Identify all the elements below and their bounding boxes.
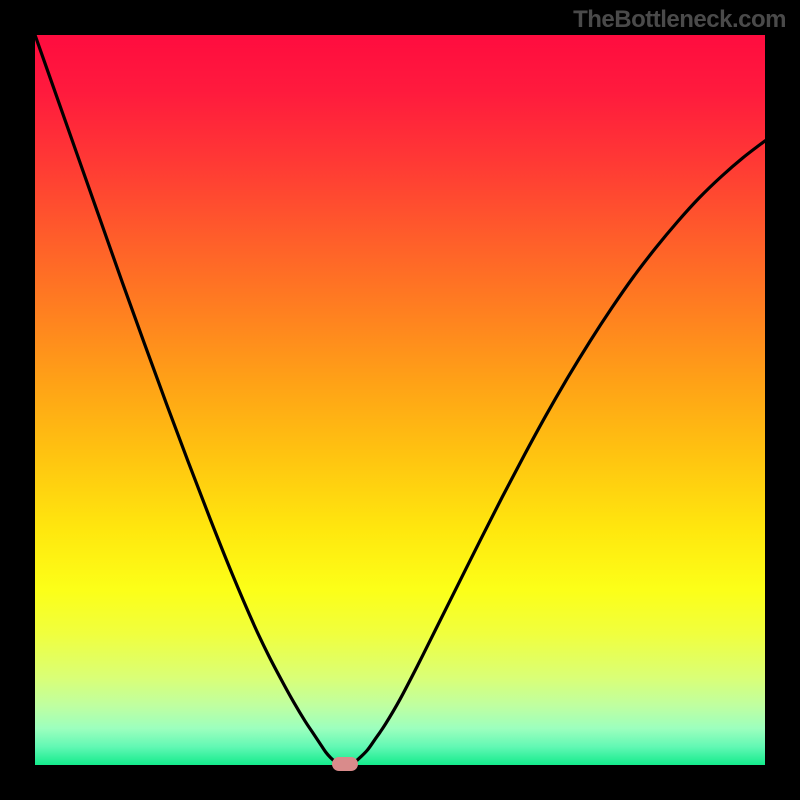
watermark-text: TheBottleneck.com bbox=[573, 6, 786, 34]
bottleneck-curve bbox=[35, 35, 765, 765]
chart-plot-area bbox=[35, 35, 765, 765]
minimum-marker bbox=[332, 757, 358, 771]
